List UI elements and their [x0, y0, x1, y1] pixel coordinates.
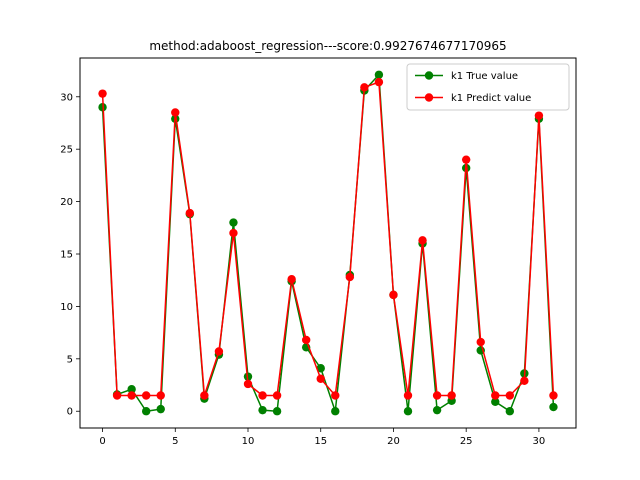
data-point-s2-26: [476, 337, 485, 347]
x-tick-label: 5: [172, 436, 178, 447]
y-tick-label: 20: [60, 197, 73, 208]
data-point-s2-1: [112, 391, 122, 400]
data-point-s2-13: [287, 274, 296, 284]
data-point-s2-29: [520, 376, 529, 386]
y-tick-label: 10: [60, 302, 73, 313]
data-point-s1-3: [141, 407, 151, 416]
data-point-s2-30: [534, 111, 544, 120]
data-point-s1-28: [505, 407, 515, 416]
legend: k1 True value k1 Predict value: [406, 63, 570, 111]
series-line-2: [101, 81, 555, 397]
chart-title: method:adaboost_regression---score:0.992…: [149, 39, 506, 53]
data-point-s2-6: [185, 208, 195, 218]
data-point-s2-21: [403, 391, 413, 400]
data-point-s2-2: [127, 391, 136, 400]
series-layer: [98, 70, 558, 416]
data-point-s1-4: [156, 404, 165, 414]
data-point-s2-11: [258, 391, 267, 400]
data-point-s1-27: [491, 397, 500, 406]
legend-marker-1: [424, 71, 434, 80]
data-point-s2-0: [98, 89, 107, 98]
data-point-s2-17: [345, 272, 355, 282]
legend-label-1: k1 True value: [451, 71, 518, 82]
data-point-s2-8: [214, 347, 224, 356]
data-point-s2-14: [301, 335, 311, 345]
data-point-s1-31: [549, 402, 558, 412]
data-point-s2-16: [331, 391, 340, 400]
legend-box: [406, 63, 570, 111]
data-point-s1-2: [127, 385, 136, 394]
data-point-s2-20: [389, 290, 398, 300]
data-point-s2-27: [491, 391, 500, 400]
data-point-s2-18: [360, 83, 369, 92]
y-tick-label: 15: [60, 250, 73, 261]
y-tick-label: 5: [67, 354, 73, 365]
data-point-s2-31: [549, 391, 558, 400]
data-point-s1-9: [229, 218, 238, 227]
data-point-s2-3: [141, 391, 151, 400]
x-axis: 0 5 10 15 20 25 30: [99, 428, 545, 447]
data-point-s2-5: [171, 108, 180, 117]
data-point-s1-12: [272, 407, 282, 416]
data-point-s2-7: [200, 391, 209, 400]
legend-label-2: k1 Predict value: [451, 93, 531, 104]
x-tick-label: 0: [99, 436, 105, 447]
y-axis: 0 5 10 15 20 25 30: [60, 92, 80, 418]
data-point-s2-23: [432, 391, 442, 400]
data-point-s1-19: [374, 70, 384, 79]
data-point-s2-9: [229, 228, 238, 238]
x-tick-label: 15: [314, 436, 327, 447]
data-point-s1-16: [331, 407, 340, 416]
legend-marker-2: [424, 93, 434, 102]
data-point-s2-22: [418, 236, 427, 245]
data-point-s2-10: [243, 379, 253, 389]
data-point-s1-15: [316, 364, 325, 373]
x-tick-label: 30: [533, 436, 546, 447]
data-point-s2-15: [316, 374, 325, 383]
data-point-s2-12: [272, 391, 282, 400]
plot-frame: [79, 57, 577, 429]
x-tick-label: 10: [242, 436, 255, 447]
y-tick-label: 25: [60, 145, 73, 156]
data-point-s2-25: [461, 155, 471, 164]
x-tick-label: 25: [460, 436, 473, 447]
data-point-s2-24: [447, 391, 456, 400]
y-tick-label: 30: [60, 92, 73, 103]
data-point-s2-28: [505, 391, 515, 400]
y-tick-label: 0: [67, 407, 73, 418]
data-point-s1-11: [258, 405, 267, 415]
x-tick-label: 20: [387, 436, 400, 447]
data-point-s1-21: [403, 407, 413, 416]
data-point-s2-4: [156, 391, 165, 400]
data-point-s2-19: [374, 77, 384, 87]
data-point-s1-23: [432, 405, 442, 415]
